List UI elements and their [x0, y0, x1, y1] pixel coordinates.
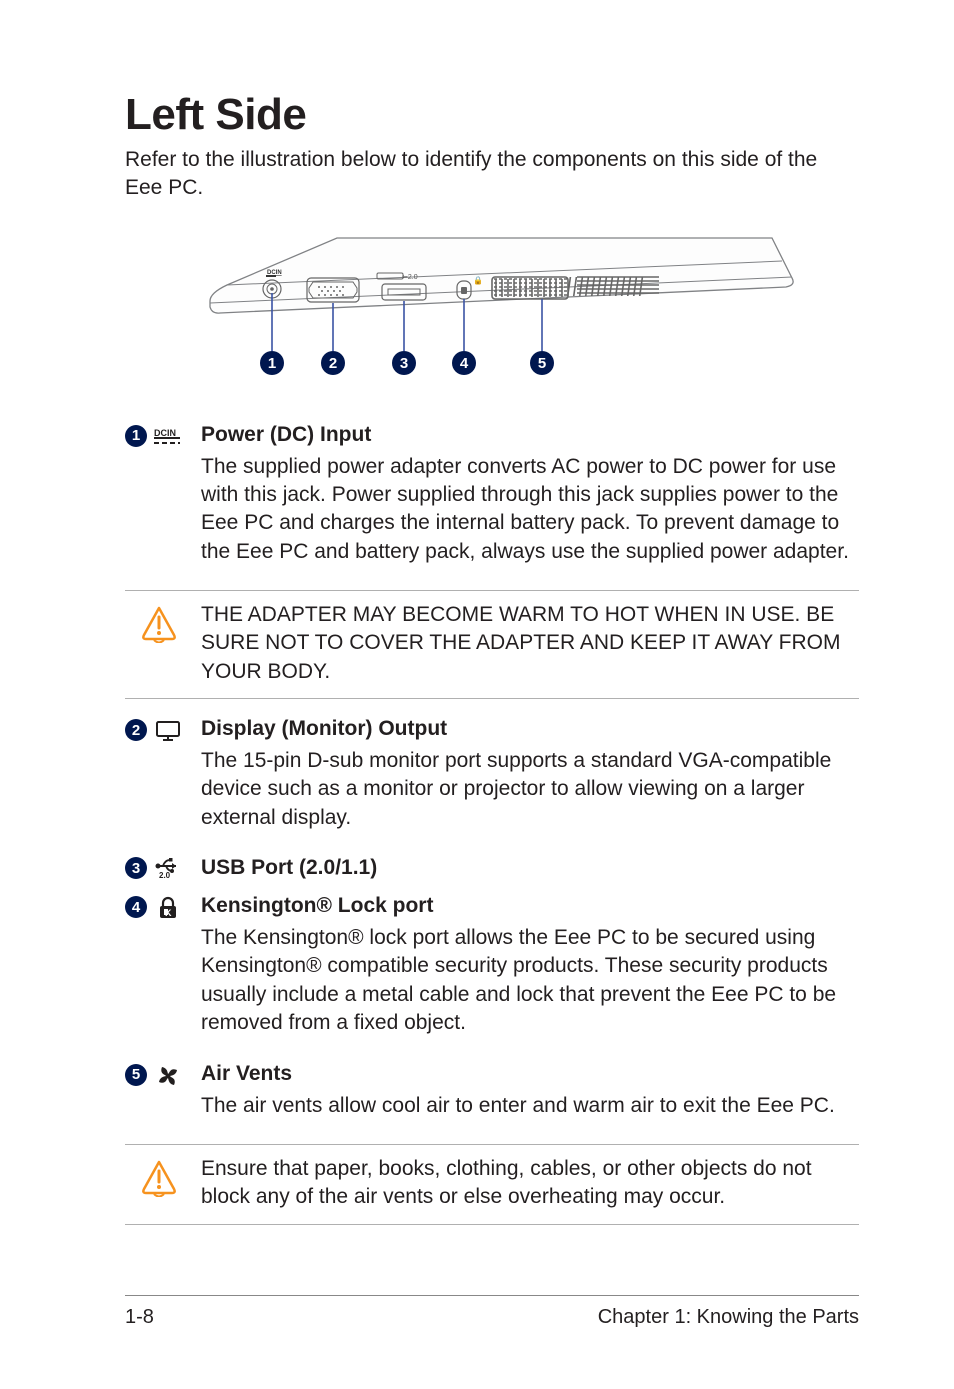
item-3-title: USB Port (2.0/1.1) [201, 856, 859, 880]
dcin-icon: DCIN [153, 425, 183, 449]
item-1-title: Power (DC) Input [201, 423, 859, 447]
warning-adapter-text: THE ADAPTER MAY BECOME WARM TO HOT WHEN … [201, 601, 859, 686]
port-item-usb: 3 2.0 USB Port (2.0/1.1) [125, 856, 859, 880]
item-2-text: The 15-pin D-sub monitor port supports a… [201, 747, 859, 832]
svg-text:2: 2 [329, 355, 337, 372]
fan-icon [153, 1064, 183, 1088]
warning-adapter-heat: THE ADAPTER MAY BECOME WARM TO HOT WHEN … [125, 590, 859, 699]
warning-airvents: Ensure that paper, books, clothing, cabl… [125, 1144, 859, 1225]
badge-2: 2 [125, 719, 147, 741]
svg-text:2.0: 2.0 [159, 871, 171, 880]
usb-icon: 2.0 [153, 856, 183, 880]
svg-text:3: 3 [400, 355, 408, 372]
badge-3: 3 [125, 857, 147, 879]
item-4-text: The Kensington® lock port allows the Eee… [201, 924, 859, 1037]
port-item-power: 1 DCIN Power (DC) Input The supplied pow… [125, 423, 859, 576]
port-item-airvents: 5 Air Vents The air vents allow cool air… [125, 1062, 859, 1130]
svg-text:DCIN: DCIN [154, 428, 176, 438]
item-2-title: Display (Monitor) Output [201, 717, 859, 741]
left-side-illustration: DCIN ⇐2.0 [125, 223, 859, 393]
badge-5: 5 [125, 1064, 147, 1086]
warning-airvents-text: Ensure that paper, books, clothing, cabl… [201, 1155, 859, 1212]
badge-4: 4 [125, 896, 147, 918]
footer-rule [125, 1295, 859, 1296]
item-5-title: Air Vents [201, 1062, 859, 1086]
svg-text:K: K [165, 908, 172, 918]
item-5-text: The air vents allow cool air to enter an… [201, 1092, 859, 1120]
svg-text:5: 5 [538, 355, 546, 372]
badge-1: 1 [125, 425, 147, 447]
page-heading: Left Side [125, 90, 859, 140]
intro-text: Refer to the illustration below to ident… [125, 146, 859, 203]
svg-text:4: 4 [460, 355, 469, 372]
port-item-kensington: 4 K Kensington® Lock port The Kensington… [125, 894, 859, 1047]
monitor-icon [153, 719, 183, 743]
item-1-text: The supplied power adapter converts AC p… [201, 453, 859, 566]
svg-text:🔒: 🔒 [473, 276, 483, 285]
page-number: 1-8 [125, 1306, 154, 1329]
svg-text:1: 1 [268, 355, 276, 372]
warning-icon [133, 601, 185, 686]
svg-text:⇐2.0: ⇐2.0 [402, 274, 418, 281]
port-item-display: 2 Display (Monitor) Output The 15-pin D-… [125, 717, 859, 842]
item-4-title: Kensington® Lock port [201, 894, 859, 918]
chapter-title: Chapter 1: Knowing the Parts [598, 1306, 859, 1329]
warning-icon [133, 1155, 185, 1212]
lock-icon: K [153, 896, 183, 920]
